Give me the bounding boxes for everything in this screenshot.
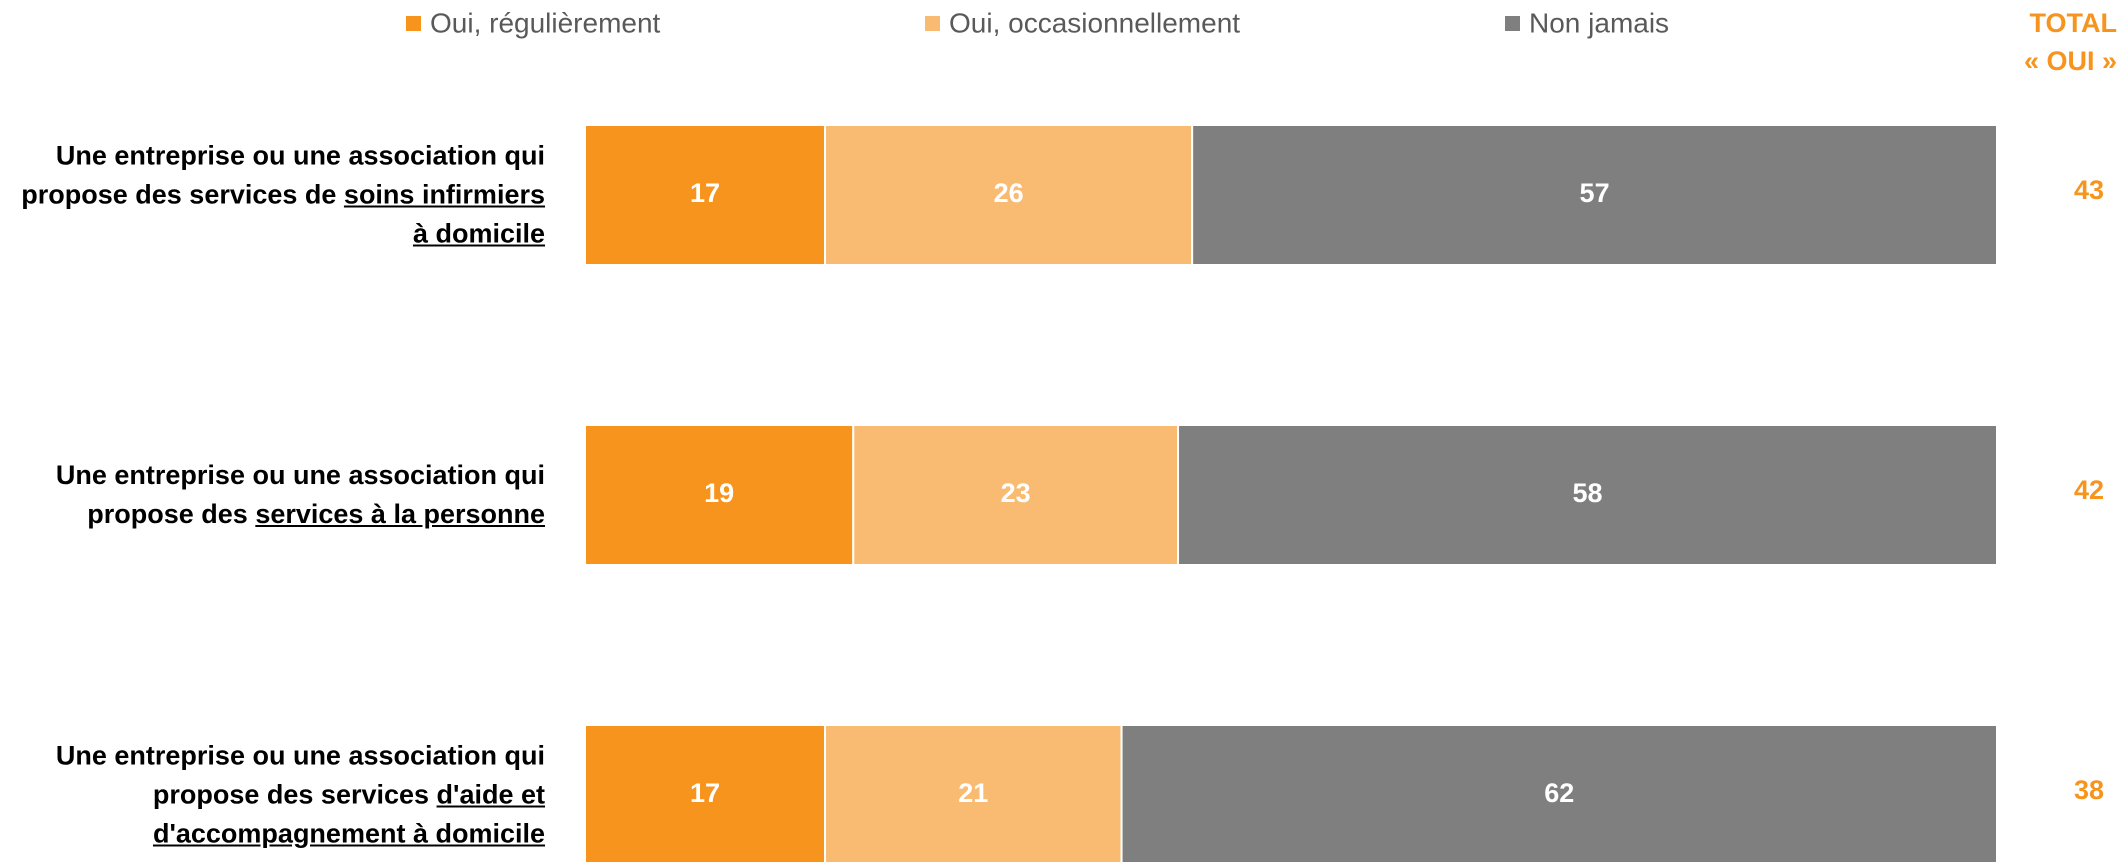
legend-label: Oui, régulièrement [430,7,661,38]
bar-segment [584,424,855,566]
value-label: 57 [1580,178,1610,208]
value-label: 17 [690,178,720,208]
category-label: Une entreprise ou une association qui pr… [0,737,545,854]
value-label: 26 [994,178,1024,208]
bar-segment [1120,724,1999,862]
category-label-text: Une entreprise ou une association qui pr… [55,460,545,529]
value-label: 62 [1544,778,1574,808]
category-label-underlined: soins infirmiers à domicile [343,179,545,249]
legend-label: Non jamais [1529,7,1669,38]
value-label: 17 [690,778,720,808]
value-label: 58 [1572,478,1602,508]
total-value: 43 [2074,175,2104,205]
bar-segment [1177,424,1999,566]
total-header: « OUI » [2024,46,2117,76]
legend-label: Oui, occasionnellement [949,7,1240,38]
bar-segment [824,124,1194,266]
category-label-underlined: d'aide et d'accompagnement à domicile [152,779,545,849]
category-label: Une entreprise ou une association qui pr… [0,137,545,254]
value-label: 19 [704,478,734,508]
bar-segment [584,724,827,862]
bar-segment [852,424,1180,566]
category-label-text: Une entreprise ou une association qui pr… [55,740,545,810]
value-label: 21 [958,778,988,808]
legend-swatch [925,16,940,31]
legend-swatch [1505,16,1520,31]
category-label: Une entreprise ou une association qui pr… [0,456,545,534]
bar-segment [1191,124,1999,266]
category-label-underlined: services à la personne [255,499,545,529]
total-value: 38 [2074,775,2104,805]
total-header: TOTAL [2030,8,2118,38]
value-label: 23 [1001,478,1031,508]
category-label-text: Une entreprise ou une association qui pr… [21,140,545,210]
bar-segment [584,124,827,266]
total-value: 42 [2074,475,2104,505]
legend-swatch [406,16,421,31]
